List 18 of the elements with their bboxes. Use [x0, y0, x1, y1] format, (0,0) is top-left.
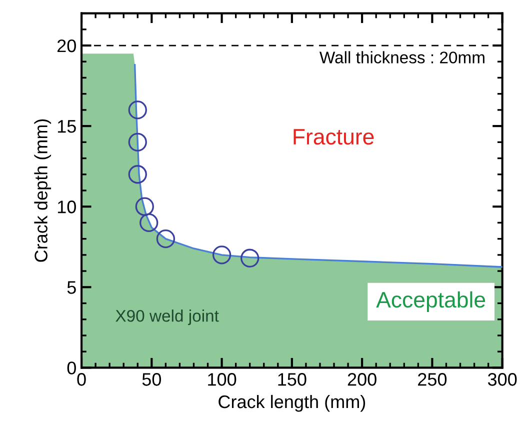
annotation: Acceptable: [376, 291, 486, 312]
x-tick-label: 100: [208, 373, 236, 386]
x-tick-label: 150: [278, 373, 306, 386]
x-tick-label: 200: [348, 373, 376, 386]
y-tick-label: 5: [67, 281, 76, 294]
annotation: Fracture: [294, 129, 374, 145]
y-tick-label: 15: [58, 120, 76, 133]
y-axis-title: Crack depth (mm): [34, 119, 52, 262]
x-axis-title: Crack length (mm): [218, 394, 366, 412]
y-tick-label: 10: [58, 200, 76, 214]
annotation: X90 weld joint: [116, 310, 219, 326]
x-tick-label: 50: [142, 373, 161, 386]
x-tick-label: 0: [77, 373, 86, 386]
x-tick-label: 300: [488, 373, 517, 386]
ref-line-label: Wall thickness : 20mm: [319, 51, 484, 64]
y-tick-label: 0: [67, 362, 76, 374]
y-tick-label: 20: [57, 39, 76, 52]
x-tick-label: 250: [418, 373, 447, 386]
